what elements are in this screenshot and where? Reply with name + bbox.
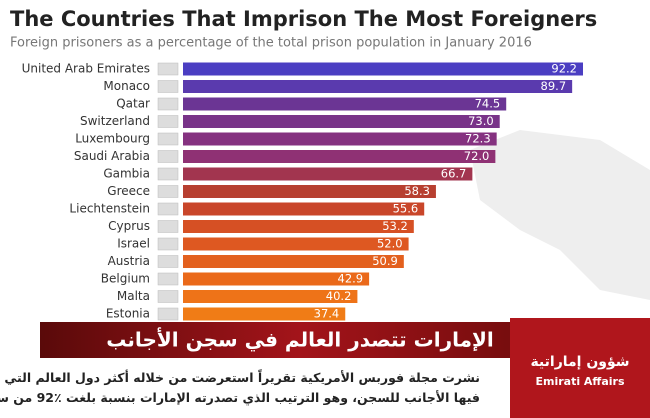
banner-text: الإمارات تتصدر العالم في سجن الأجانب (106, 327, 494, 353)
category-label: Austria (108, 254, 150, 268)
flag (157, 185, 179, 198)
caption-line: نشرت مجلة فوربس الأمريكية تقريراً استعرض… (0, 370, 480, 385)
category-label: Luxembourg (75, 132, 150, 146)
category-label: Greece (107, 184, 150, 198)
bar (183, 150, 496, 163)
flag (157, 62, 179, 76)
map-silhouette (470, 130, 650, 300)
bars: United Arab Emirates 92.2 Monaco 89.7 Qatar 7… (22, 62, 583, 321)
bar (183, 80, 573, 93)
value-label: 40.2 (326, 289, 352, 303)
caption-line: فيها الأجانب للسجن، وهو الترتيب الذي تصد… (0, 390, 480, 405)
bar (183, 202, 425, 216)
category-label: Liechtenstein (69, 202, 150, 216)
flag (157, 255, 179, 268)
flag (157, 80, 179, 93)
value-label: 37.4 (314, 307, 340, 321)
flag (157, 167, 179, 181)
chart-title: The Countries That Imprison The Most For… (10, 7, 597, 31)
flag (157, 97, 179, 111)
category-label: Israel (117, 237, 150, 251)
flag (157, 202, 179, 216)
category-label: Saudi Arabia (74, 149, 150, 163)
bar (183, 185, 436, 198)
bar (183, 167, 473, 181)
category-label: Estonia (106, 307, 150, 321)
bar (183, 62, 583, 76)
category-label: Monaco (103, 79, 150, 93)
category-label: Qatar (116, 97, 150, 111)
value-label: 92.2 (551, 62, 577, 76)
value-label: 73.0 (468, 114, 494, 128)
bar (183, 220, 414, 233)
flag (157, 272, 179, 286)
category-label: Belgium (101, 272, 150, 286)
value-label: 66.7 (441, 167, 467, 181)
value-label: 74.5 (475, 97, 501, 111)
flag (157, 307, 179, 321)
banner (40, 322, 560, 358)
flag (157, 132, 179, 146)
bar (183, 290, 358, 303)
bar (183, 272, 370, 286)
flag (157, 115, 179, 128)
category-label: Gambia (103, 167, 150, 181)
bar (183, 237, 409, 251)
bar (183, 115, 500, 128)
value-label: 53.2 (382, 219, 408, 233)
value-label: 52.0 (377, 237, 403, 251)
value-label: 89.7 (541, 79, 567, 93)
value-label: 72.3 (465, 132, 491, 146)
flag (157, 237, 179, 251)
logo-box (510, 318, 650, 418)
bar (183, 132, 497, 146)
bar (183, 255, 404, 268)
logo-english: Emirati Affairs (535, 375, 624, 388)
logo-arabic: شؤون إماراتية (530, 354, 629, 370)
value-label: 42.9 (338, 272, 364, 286)
value-label: 55.6 (393, 202, 419, 216)
flag (157, 150, 179, 163)
category-label: United Arab Emirates (22, 62, 150, 76)
category-label: Cyprus (108, 219, 150, 233)
category-label: Switzerland (80, 114, 150, 128)
bar (183, 307, 346, 321)
caption: نشرت مجلة فوربس الأمريكية تقريراً استعرض… (0, 368, 480, 408)
flag (157, 290, 179, 303)
chart-subtitle: Foreign prisoners as a percentage of the… (10, 36, 532, 51)
value-label: 72.0 (464, 149, 490, 163)
bar (183, 97, 507, 111)
category-label: Malta (117, 289, 150, 303)
value-label: 58.3 (404, 184, 430, 198)
flag (157, 220, 179, 233)
value-label: 50.9 (372, 254, 398, 268)
